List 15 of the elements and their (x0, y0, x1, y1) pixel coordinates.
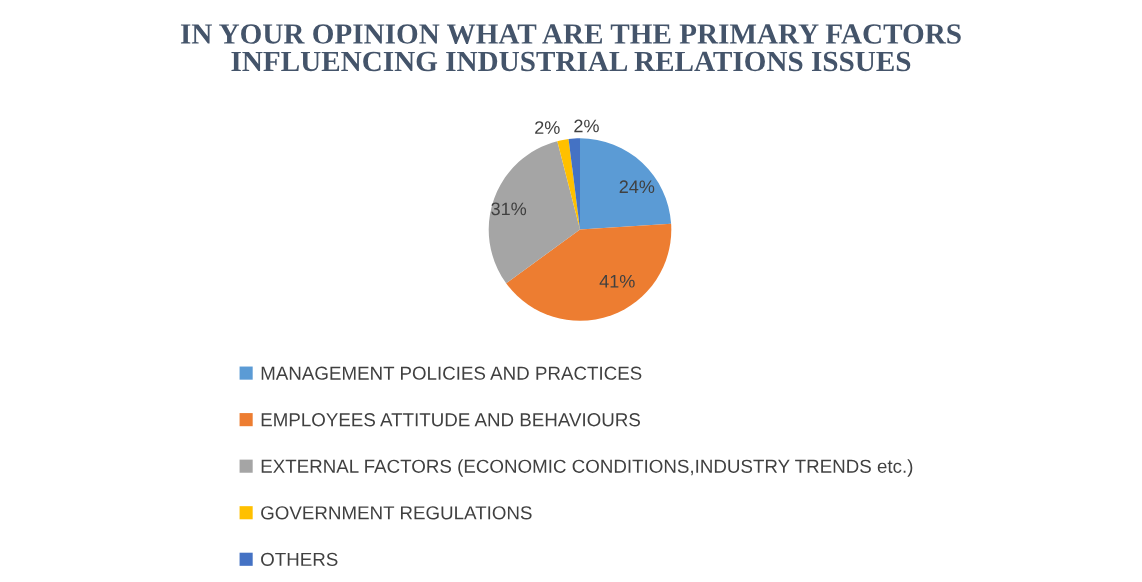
legend-label: EMPLOYEES ATTITUDE AND BEHAVIOURS (261, 413, 640, 427)
legend-label: MANAGEMENT POLICIES AND PRACTICES (261, 366, 642, 380)
legend-label: OTHERS (261, 552, 338, 567)
data-label: 24% (619, 180, 655, 194)
data-label: 41% (599, 274, 635, 288)
legend-label: EXTERNAL FACTORS (ECONOMIC CONDITIONS,INDUSTRY TRENDS etc.) (261, 459, 913, 477)
pie-slice (506, 223, 672, 321)
data-label: 2% (535, 121, 560, 134)
legend-label: GOVERNMENT REGULATIONS (261, 506, 532, 520)
data-label: 2% (574, 119, 599, 133)
chart-title: IN YOUR OPINION WHAT ARE THE PRIMARY FACTORS INFLUENCING INDUSTRIAL RELATIONS ISSUES (180, 24, 961, 72)
pie-slice (557, 138, 580, 230)
pie-slice (488, 141, 580, 284)
data-label: 31% (491, 202, 527, 216)
pie-slice (580, 138, 672, 230)
